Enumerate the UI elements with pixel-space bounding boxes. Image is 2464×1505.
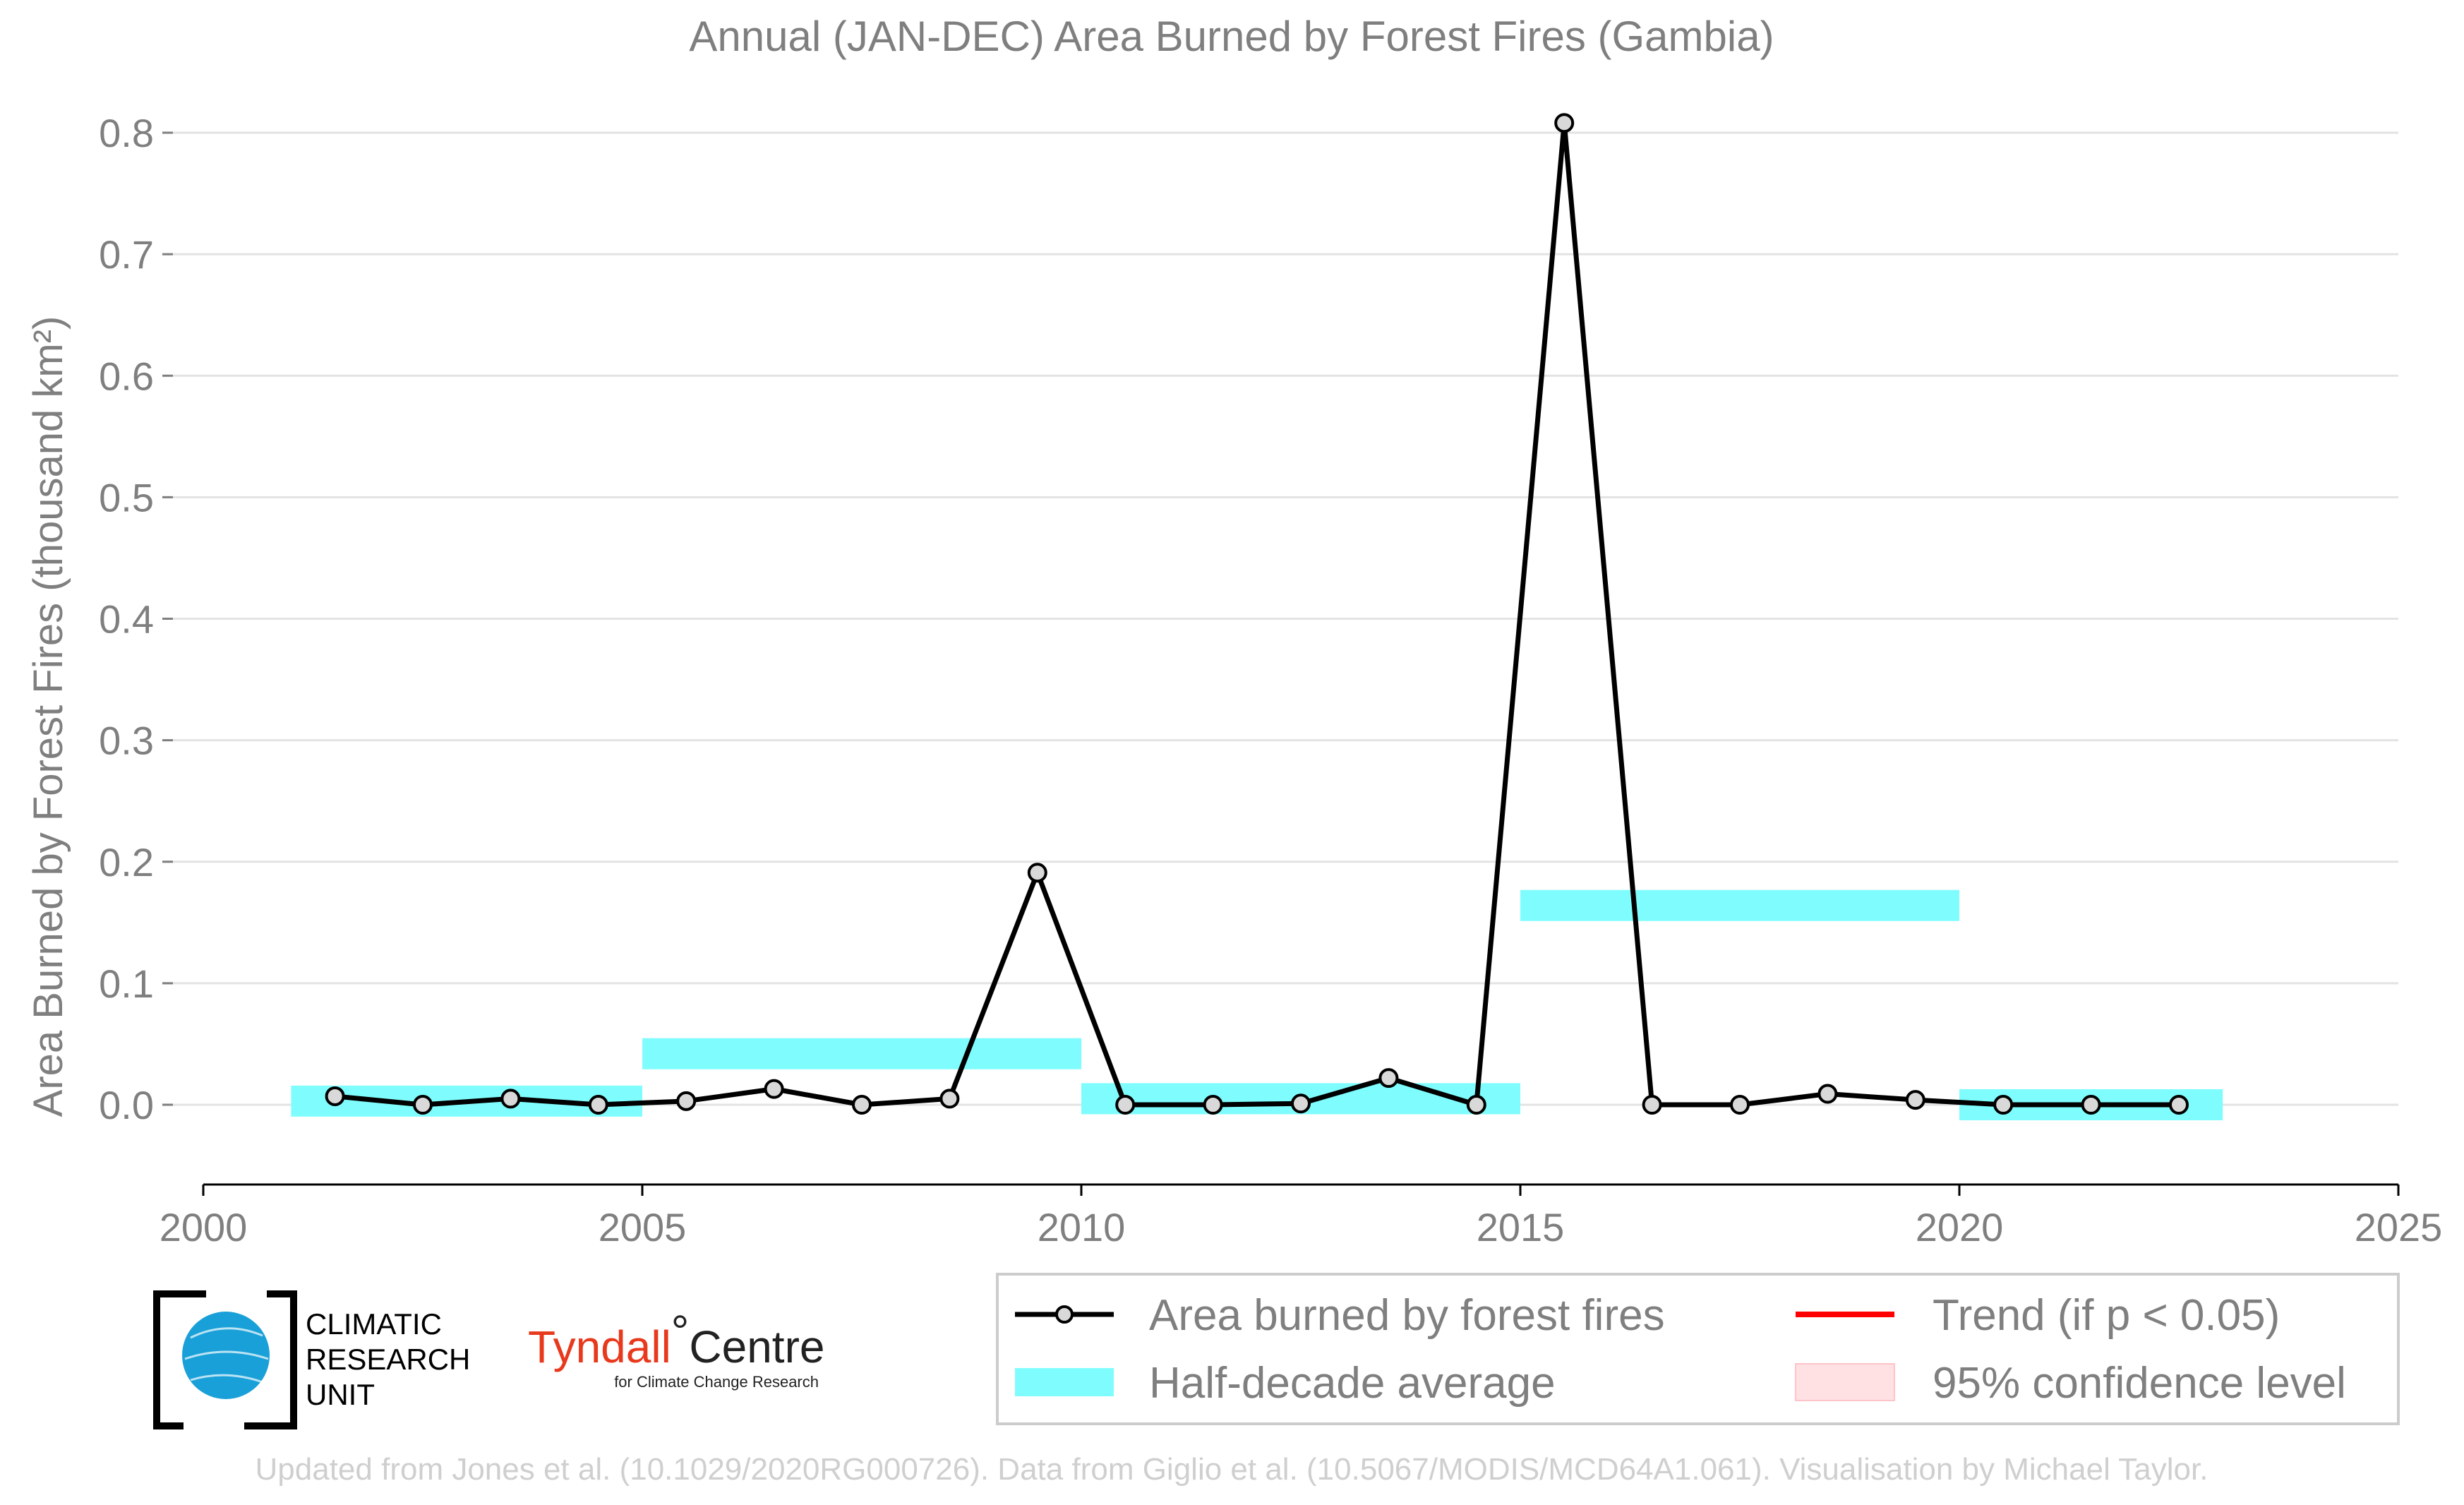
x-axis: 2000 2005 2010 2015 2020 2025 (160, 1183, 2443, 1249)
y-tick-label: 0.4 (99, 597, 154, 642)
data-point (1730, 1095, 1750, 1115)
legend-label-area-burned: Area burned by forest fires (1149, 1291, 1665, 1340)
x-tick-label: 2020 (1916, 1205, 2004, 1249)
data-point (500, 1089, 521, 1109)
x-tick-label: 2015 (1477, 1205, 1565, 1249)
tyndall-word: Tyndall (528, 1321, 671, 1372)
y-tick-label: 0.7 (99, 232, 154, 277)
series-line (335, 120, 2179, 1108)
legend-label-average: Half-decade average (1149, 1359, 1556, 1408)
series-area-burned (325, 113, 2189, 1115)
data-point (2169, 1095, 2189, 1115)
data-point (1291, 1093, 1311, 1114)
y-tick-label: 0.0 (99, 1083, 154, 1127)
y-axis-ticks: 0.0 0.1 0.2 0.3 0.4 0.5 0.6 0.7 0.8 (99, 111, 173, 1127)
cru-logo: CLIMATIC RESEARCH UNIT (153, 1290, 470, 1429)
y-axis-label: Area Burned by Forest Fires (thousand km… (25, 316, 71, 1117)
half-decade-average-bar (1520, 889, 1959, 921)
data-point (1905, 1090, 1925, 1110)
tyndall-logo: Tyndall°Centre for Climate Change Resear… (528, 1306, 824, 1391)
data-point (764, 1079, 784, 1099)
legend-confidence-sample (1795, 1363, 1895, 1401)
data-point (1027, 863, 1047, 883)
data-point (939, 1089, 960, 1109)
x-tick-label: 2025 (2355, 1205, 2443, 1249)
legend-label-confidence: 95% confidence level (1933, 1359, 2346, 1408)
data-point (1993, 1095, 2014, 1115)
y-tick-label: 0.6 (99, 354, 154, 398)
data-point (413, 1095, 433, 1115)
half-decade-average-bands (291, 889, 2223, 1120)
legend-average-sample (1015, 1368, 1114, 1396)
data-point (2081, 1095, 2101, 1115)
credit-line: Updated from Jones et al. (10.1029/2020R… (256, 1452, 2208, 1487)
cru-line-2: RESEARCH (306, 1343, 470, 1376)
y-tick-label: 0.2 (99, 840, 154, 885)
x-tick-label: 2010 (1038, 1205, 1126, 1249)
legend-label-trend: Trend (if p < 0.05) (1933, 1291, 2280, 1340)
tyndall-centre-word: Centre (689, 1321, 824, 1372)
data-point (1466, 1095, 1486, 1115)
chart-title: Annual (JAN-DEC) Area Burned by Forest F… (689, 13, 1774, 60)
data-point (1115, 1095, 1136, 1115)
x-tick-label: 2000 (160, 1205, 248, 1249)
gridlines (162, 131, 2398, 1106)
y-tick-label: 0.3 (99, 719, 154, 763)
y-tick-label: 0.8 (99, 111, 154, 155)
data-point (676, 1091, 697, 1111)
x-tick-label: 2005 (599, 1205, 687, 1249)
cru-line-3: UNIT (306, 1378, 375, 1411)
tyndall-subtitle: for Climate Change Research (614, 1373, 819, 1391)
data-point (1203, 1095, 1223, 1115)
data-point (1642, 1095, 1662, 1115)
svg-text:Tyndall°Centre: Tyndall°Centre (528, 1306, 824, 1372)
half-decade-average-bar (642, 1038, 1081, 1069)
legend: Area burned by forest fires Trend (if p … (996, 1273, 2400, 1425)
y-tick-label: 0.5 (99, 475, 154, 520)
data-point (325, 1086, 345, 1106)
legend-marker-sample (1055, 1305, 1074, 1324)
tyndall-degree: ° (671, 1306, 690, 1357)
legend-box (996, 1273, 2400, 1425)
cru-line-1: CLIMATIC (306, 1307, 442, 1341)
data-point (1554, 113, 1575, 133)
data-point (588, 1095, 608, 1115)
data-point (852, 1095, 872, 1115)
data-point (1817, 1084, 1838, 1104)
y-tick-label: 0.1 (99, 961, 154, 1006)
data-point (1378, 1068, 1399, 1089)
